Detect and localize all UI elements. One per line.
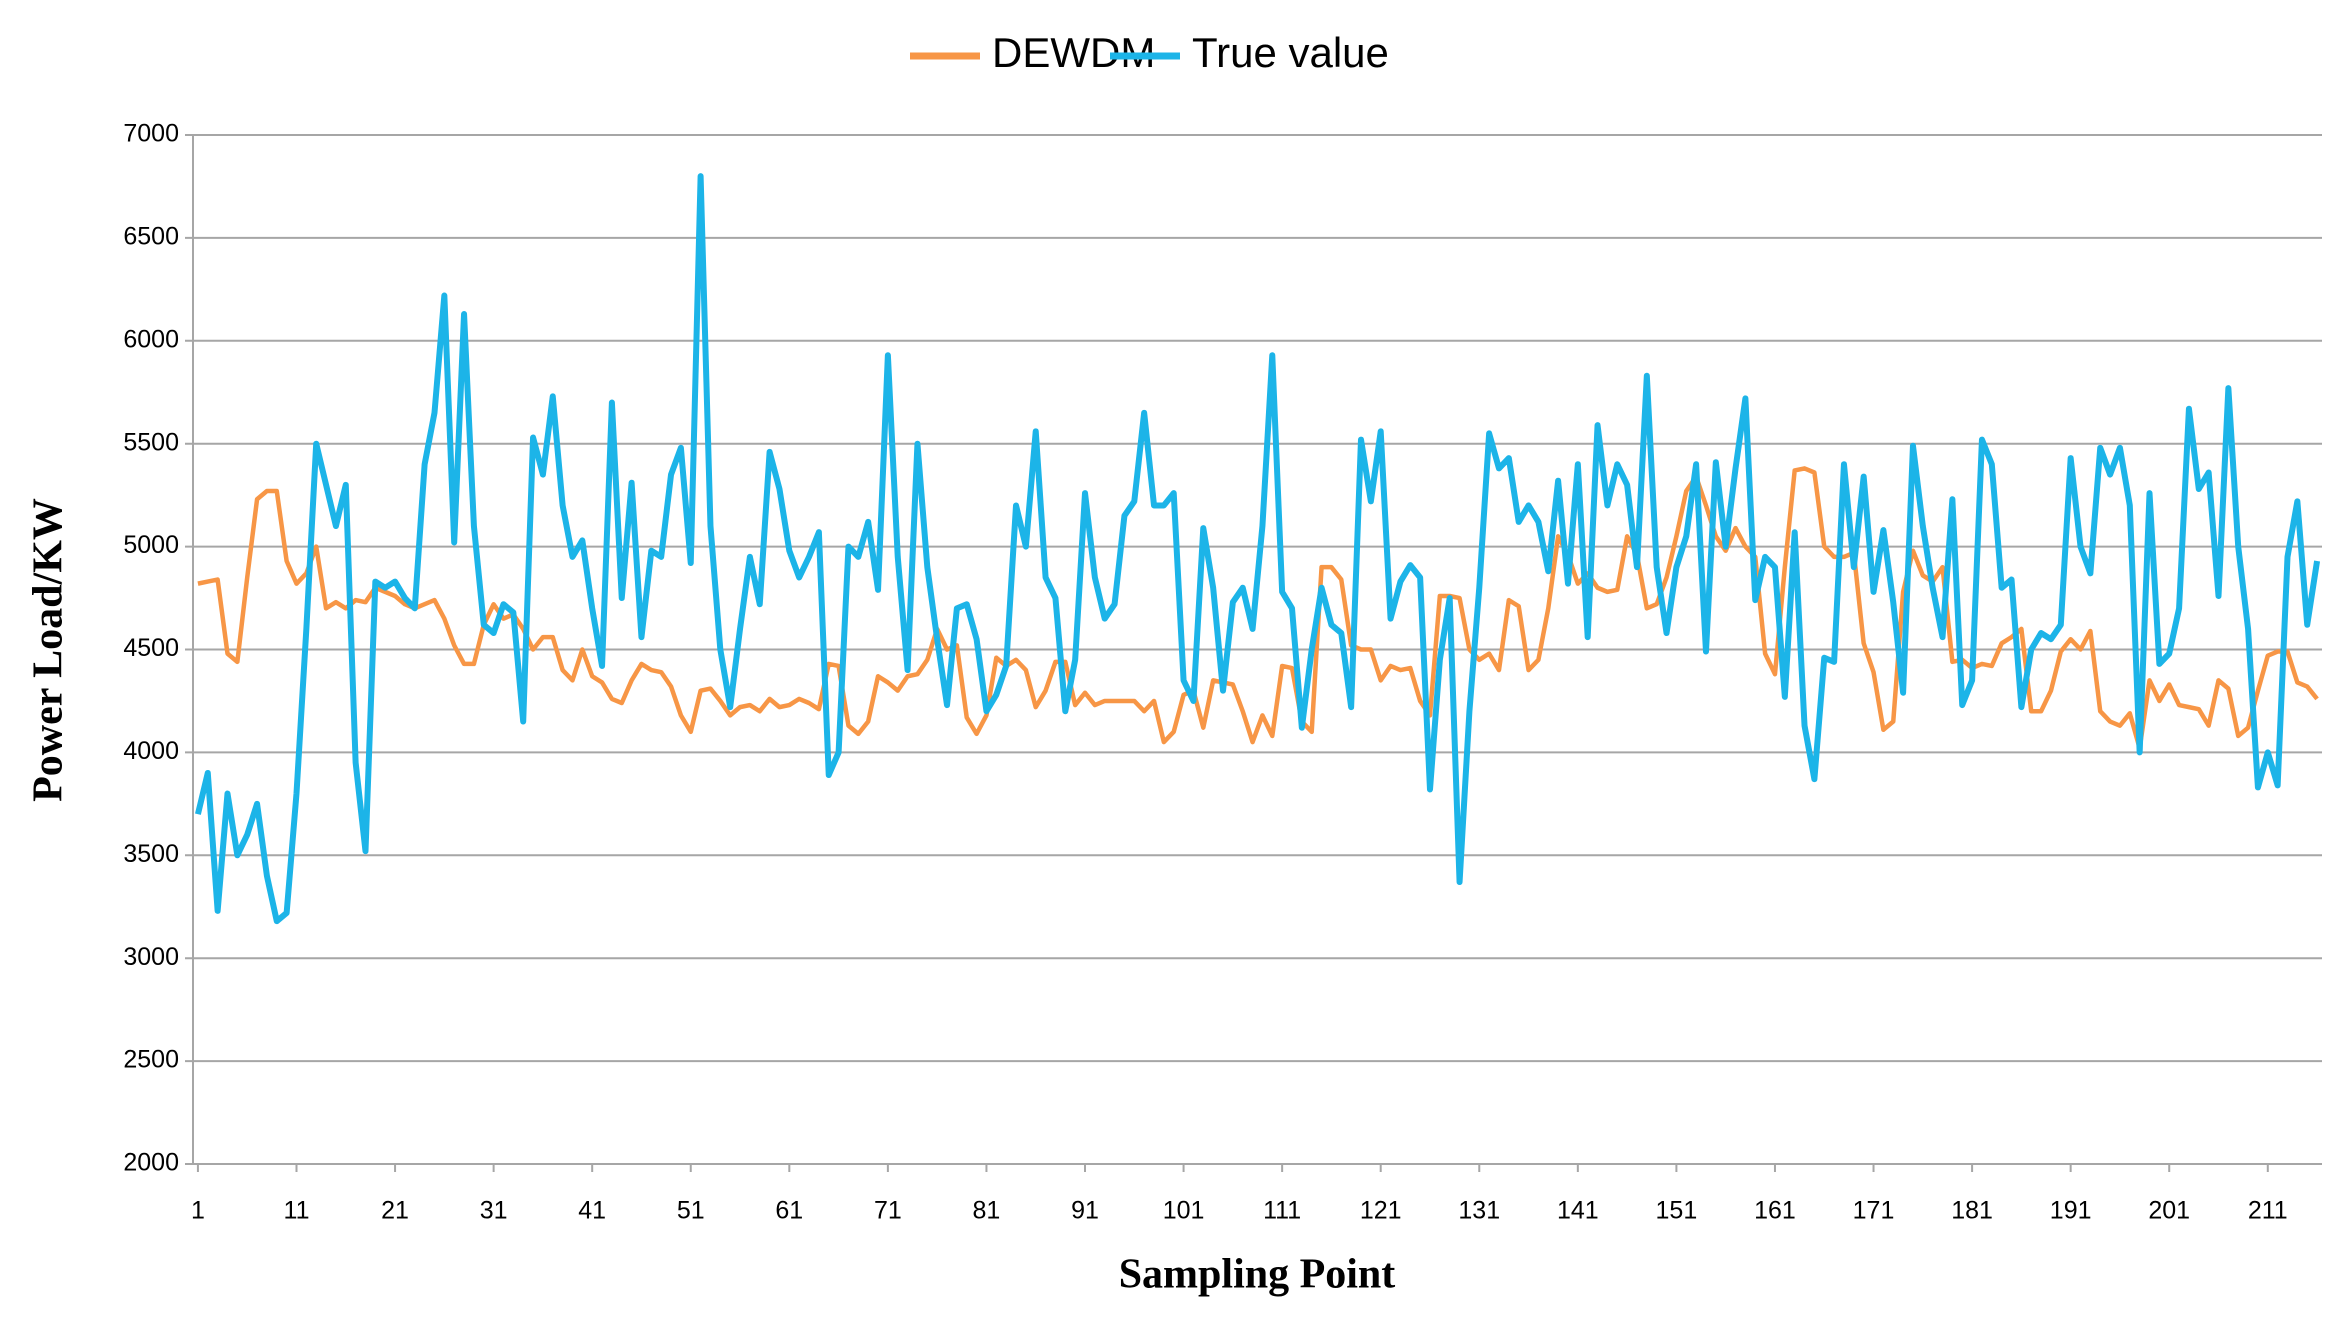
x-tick-label: 61 xyxy=(775,1197,803,1225)
x-tick-label: 211 xyxy=(2248,1197,2288,1225)
x-tick-label: 51 xyxy=(677,1197,705,1225)
y-tick-label: 5000 xyxy=(123,531,179,559)
y-tick-label: 6000 xyxy=(123,325,179,353)
y-tick-label: 3000 xyxy=(123,943,179,971)
x-tick-label: 191 xyxy=(2050,1197,2092,1225)
x-tick-label: 41 xyxy=(578,1197,606,1225)
y-tick-label: 4000 xyxy=(123,737,179,765)
series-line xyxy=(197,466,2319,751)
x-tick-label: 111 xyxy=(1263,1197,1301,1225)
x-tick-label: 31 xyxy=(480,1197,508,1225)
x-tick-label: 1 xyxy=(191,1197,205,1225)
x-tick-label: 161 xyxy=(1754,1197,1796,1225)
y-tick-label: 5500 xyxy=(123,428,179,456)
x-tick-label: 201 xyxy=(2148,1197,2190,1225)
y-axis-title: Power Load/KW xyxy=(26,498,72,802)
y-tick-label: 7000 xyxy=(123,120,179,148)
x-tick-label: 141 xyxy=(1557,1197,1599,1225)
series-line xyxy=(195,173,2321,925)
y-tick-label: 2500 xyxy=(123,1046,179,1074)
x-tick-label: 81 xyxy=(973,1197,1001,1225)
x-tick-label: 181 xyxy=(1951,1197,1993,1225)
x-axis-title: Sampling Point xyxy=(1119,1252,1396,1298)
x-tick-label: 11 xyxy=(284,1197,310,1225)
x-tick-label: 71 xyxy=(874,1197,902,1225)
x-tick-label: 131 xyxy=(1458,1197,1500,1225)
y-tick-label: 4500 xyxy=(123,634,179,662)
legend-label: True value xyxy=(1192,29,1389,76)
x-tick-label: 21 xyxy=(381,1197,409,1225)
y-tick-label: 6500 xyxy=(123,223,179,251)
y-tick-label: 2000 xyxy=(123,1149,179,1177)
x-tick-label: 101 xyxy=(1163,1197,1205,1225)
x-tick-label: 121 xyxy=(1360,1197,1402,1225)
x-tick-label: 151 xyxy=(1656,1197,1698,1225)
x-tick-label: 91 xyxy=(1071,1197,1099,1225)
x-tick-label: 171 xyxy=(1853,1197,1895,1225)
y-tick-label: 3500 xyxy=(123,840,179,868)
